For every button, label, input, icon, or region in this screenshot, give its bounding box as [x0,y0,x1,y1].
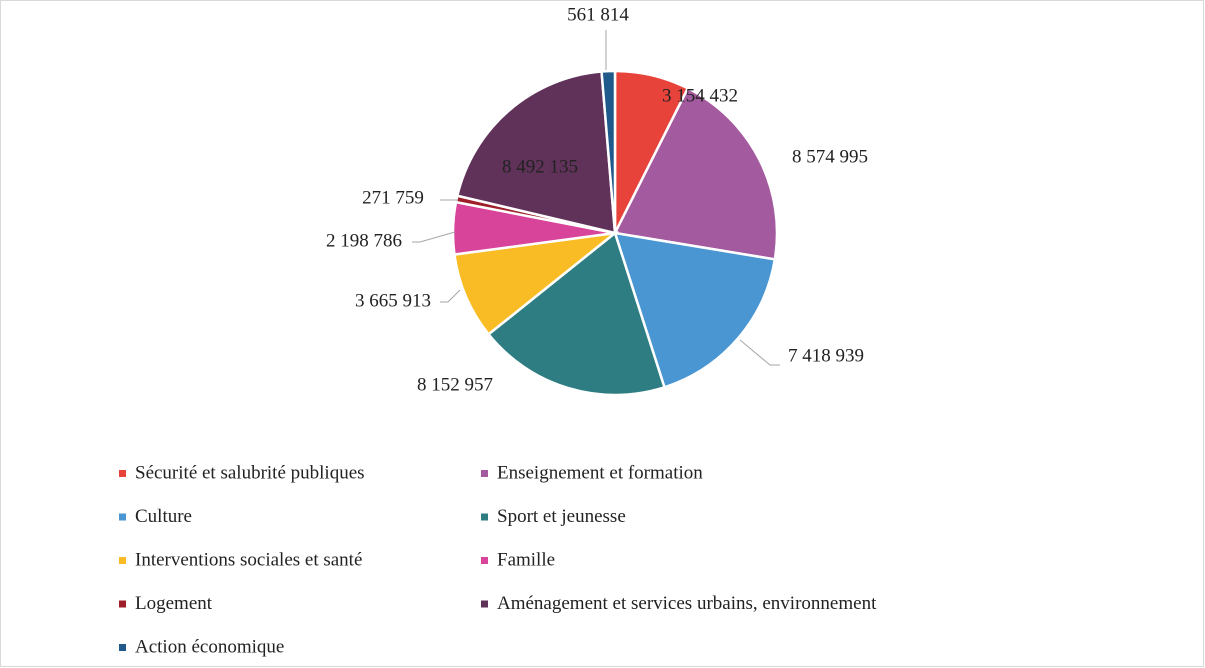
leader-line [739,339,780,366]
legend-label: Sécurité et salubrité publiques [135,462,365,483]
data-label: 3 665 913 [355,290,431,311]
data-label: 2 198 786 [326,230,402,251]
leader-line [440,289,461,303]
legend-marker [119,470,126,477]
pie-slice [453,231,620,337]
data-label: 561 814 [567,4,629,25]
pie-slice [455,70,617,235]
legend-label: Famille [497,549,555,570]
pie-slice [613,231,777,389]
legend-marker [119,513,126,521]
legend-label: Sport et jeunesse [497,506,626,527]
data-label: 8 574 995 [792,146,868,167]
legend-marker [481,470,488,477]
legend-label: Logement [135,593,213,614]
data-label: 3 154 432 [662,85,738,106]
legend-marker [119,557,126,564]
data-label: 8 152 957 [417,374,493,395]
data-label: 8 492 135 [502,156,578,177]
pie-slice [600,69,617,234]
pie-slice [486,230,667,397]
legend-marker [481,513,488,521]
legend-label: Enseignement et formation [497,462,703,483]
data-label: 7 418 939 [788,345,864,366]
leader-line [412,231,456,243]
legend-label: Culture [135,506,192,527]
legend-marker [481,600,488,608]
data-label: 271 759 [362,187,424,208]
legend-label: Aménagement et services urbains, environ… [497,593,877,614]
pie-slice [613,86,779,261]
legend-marker [119,600,126,608]
legend-marker [119,644,126,651]
legend-label: Action économique [135,636,284,657]
legend-marker [481,557,488,564]
legend-label: Interventions sociales et santé [135,549,362,570]
